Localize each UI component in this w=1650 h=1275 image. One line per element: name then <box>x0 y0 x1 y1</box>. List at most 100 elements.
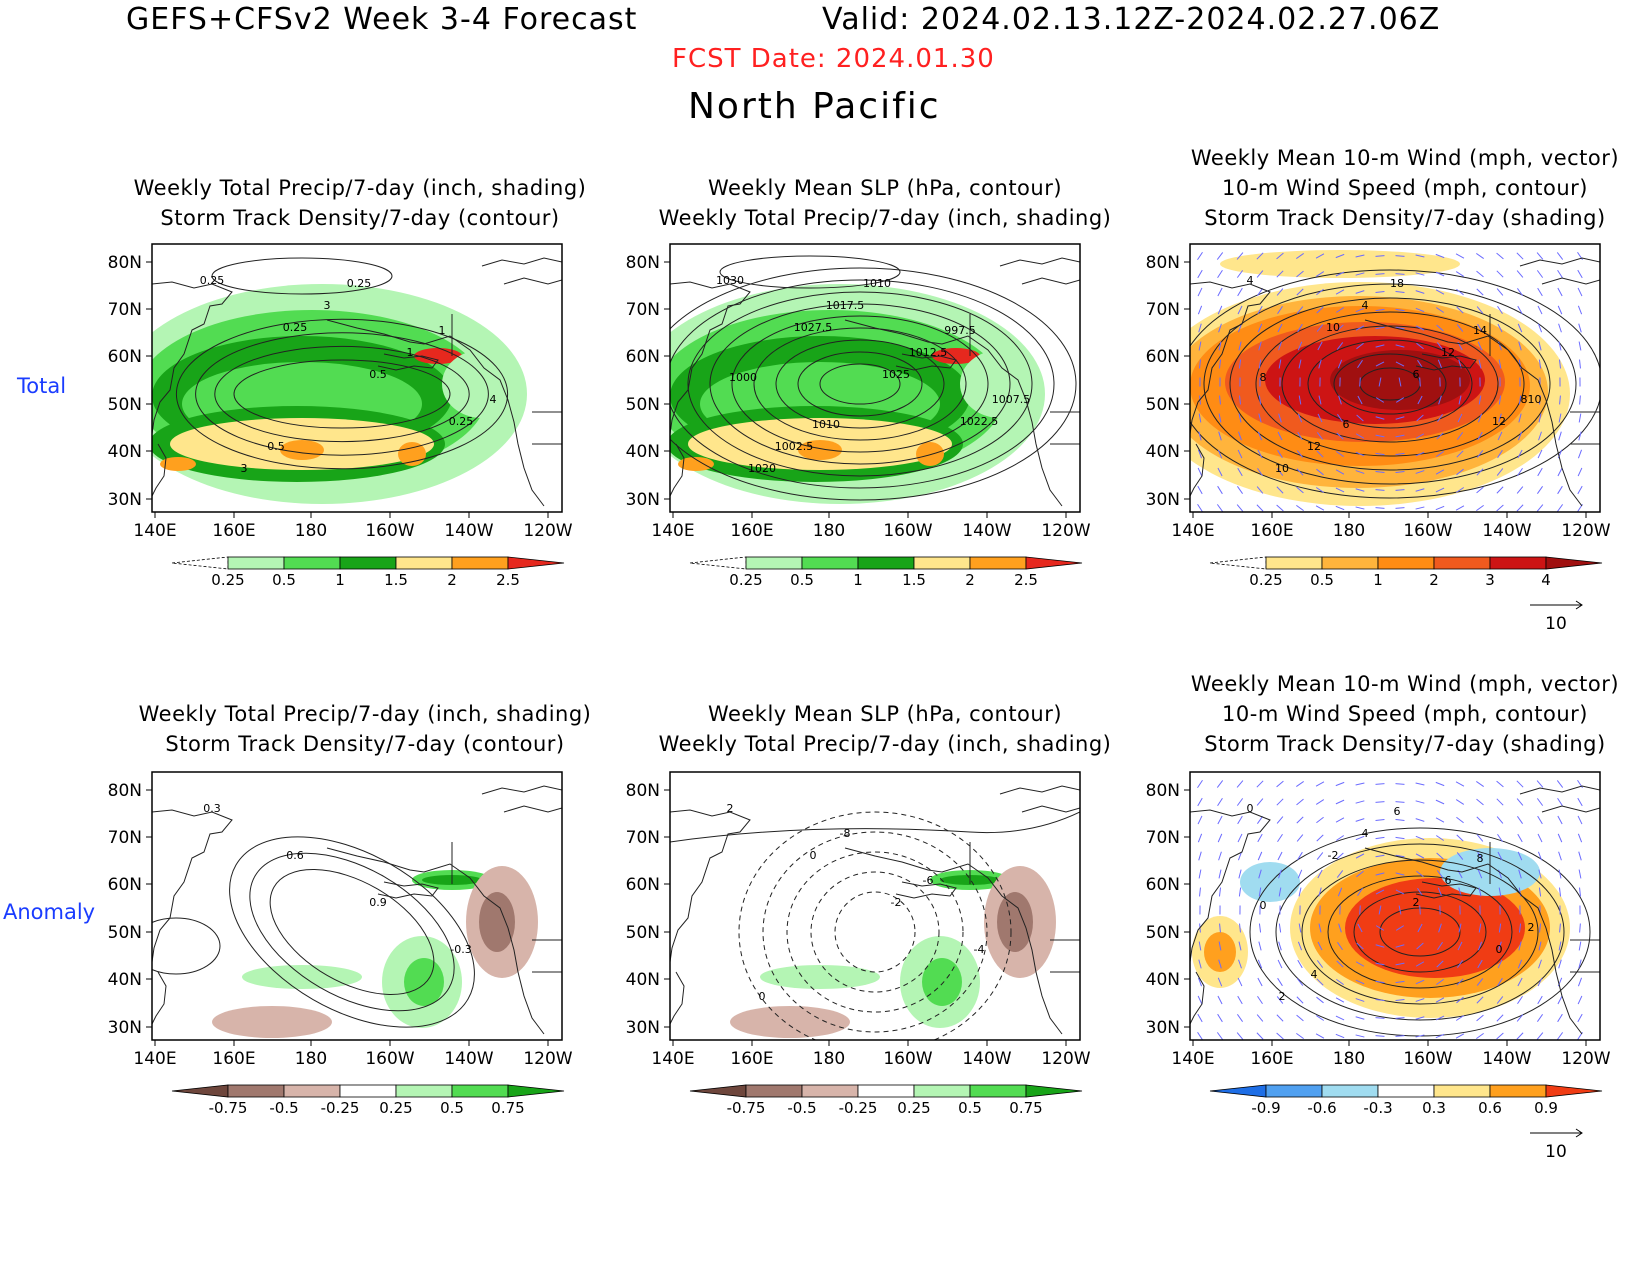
wind-vector <box>1497 431 1503 441</box>
vector-reference: 10 <box>1530 1128 1583 1162</box>
coastline-north-america <box>326 319 545 507</box>
storm-anom-negative-west <box>1240 862 1300 902</box>
wind-vector <box>1477 341 1483 351</box>
wind-vector <box>1577 269 1583 279</box>
wind-vector <box>1438 923 1442 933</box>
contour-label: 10 <box>1326 321 1340 334</box>
panel-title-total-precip: Weekly Total Precip/7-day (inch, shading… <box>133 176 587 230</box>
lat-label: 70N <box>1146 300 1180 320</box>
wind-vector <box>1239 395 1241 405</box>
wind-vector <box>1518 887 1522 897</box>
wind-vector <box>1217 833 1223 843</box>
wind-vector <box>1336 870 1344 878</box>
wind-vector <box>1257 995 1263 1005</box>
wind-vector <box>1577 467 1583 477</box>
colorbar: 0.25 0.5 1 1.5 2 2.5 <box>689 556 1083 589</box>
wind-vector <box>1237 323 1243 333</box>
wind-vector <box>1395 801 1405 803</box>
wind-vector <box>1356 414 1364 422</box>
wind-vector <box>1355 835 1365 841</box>
lon-label: 140W <box>444 1049 493 1069</box>
wind-vector <box>1297 341 1303 351</box>
colorbar-segment <box>227 1084 285 1098</box>
wind-vector <box>1278 359 1282 369</box>
wind-vector <box>1435 271 1445 277</box>
map-frame <box>1189 243 1601 513</box>
lat-label: 50N <box>1146 395 1180 415</box>
wind-vector <box>1536 1032 1544 1040</box>
wind-vector <box>1436 342 1444 350</box>
wind-vector <box>1218 359 1222 369</box>
wind-vector <box>1276 816 1284 824</box>
storm-anom-positive-core <box>1345 878 1525 978</box>
wind-vector <box>1476 1014 1484 1022</box>
lat-label: 60N <box>626 347 660 367</box>
boundary-lines <box>969 314 1080 445</box>
precip-light-coast <box>442 350 522 418</box>
wind-vector <box>1316 468 1324 476</box>
wind-vector <box>1217 815 1223 825</box>
wind-vector <box>1296 834 1304 842</box>
wind-vector <box>1378 377 1382 387</box>
wind-vector <box>1496 270 1504 278</box>
lon-label: 160E <box>212 521 255 541</box>
wind-vector <box>1336 324 1344 332</box>
contour-label: 1030 <box>716 274 744 287</box>
panel-title-total-slp: Weekly Mean SLP (hPa, contour) Weekly Tot… <box>658 176 1112 230</box>
coastline-asia <box>152 809 233 963</box>
wind-vector <box>1557 995 1563 1005</box>
wind-vector <box>1455 271 1465 277</box>
wind-vector <box>1537 287 1543 297</box>
wind-vector <box>1477 959 1483 969</box>
contour-label: 0.25 <box>200 274 225 287</box>
storm-track-contour <box>195 332 489 456</box>
panel-title-anom-wind: Weekly Mean 10-m Wind (mph, vector) 10-m … <box>1190 672 1620 756</box>
wind-vector <box>1536 1014 1544 1022</box>
wind-vector <box>1197 977 1203 987</box>
colorbar-tick-label: 0.3 <box>1422 1099 1446 1117</box>
wind-vector <box>1257 467 1263 477</box>
wind-vector <box>1517 431 1523 441</box>
contour-label: 0.3 <box>203 802 221 815</box>
colorbar-segment <box>395 556 453 570</box>
colorbar-segment <box>1545 1084 1603 1098</box>
wind-vector <box>1456 288 1464 296</box>
map-panel-0-0: 0.25 0.25 0.5 0.25 3 3 1 4 0.5 0.25 1 80N 70N 60N 50N 4… <box>108 243 573 589</box>
wind-vector <box>1197 269 1203 279</box>
wind-vector <box>1435 1015 1445 1021</box>
wind-vector <box>1337 941 1343 951</box>
wind-vector <box>1516 780 1524 788</box>
wind-vector <box>1516 288 1524 296</box>
wind-vector <box>1355 818 1365 822</box>
wind-vector <box>1258 359 1262 369</box>
colorbar-segment <box>857 556 915 570</box>
wind-vector <box>1558 959 1562 969</box>
wind-vector <box>1217 287 1223 297</box>
wind-vector <box>1296 450 1304 458</box>
wind-vector <box>1435 835 1445 841</box>
wind-vector <box>1276 780 1284 788</box>
colorbar-tick-label: 1.5 <box>902 571 926 589</box>
lat-label: 60N <box>626 875 660 895</box>
wind-vector <box>1395 783 1405 785</box>
model-title: GEFS+CFSv2 Week 3-4 Forecast <box>126 2 638 37</box>
wind-vector <box>1578 431 1582 441</box>
wind-vector <box>1198 851 1202 861</box>
wind-vector <box>1395 291 1405 293</box>
lat-label: 80N <box>626 253 660 273</box>
wind-vector <box>1516 252 1524 260</box>
wind-vector <box>1198 431 1202 441</box>
colorbar-tick-label: 2 <box>1429 571 1439 589</box>
wind-vector <box>1355 853 1365 859</box>
contour-label: 3 <box>324 299 331 312</box>
wind-vector <box>1477 431 1483 441</box>
lon-label: 180 <box>1333 521 1365 541</box>
map-panel-1-1: 2 0 -2 -4 0 -8 -6 80N 70N 60N 50N 40N 30N 140E 160E 180… <box>626 771 1091 1117</box>
wind-vector <box>1257 431 1263 441</box>
wind-vector <box>1395 925 1405 931</box>
wind-vector <box>1197 503 1203 512</box>
wind-vector <box>1516 1014 1524 1022</box>
wind-vector <box>1456 432 1464 440</box>
wind-vector <box>1559 923 1561 933</box>
colorbar: -0.75 -0.5 -0.25 0.25 0.5 0.75 <box>689 1084 1083 1117</box>
